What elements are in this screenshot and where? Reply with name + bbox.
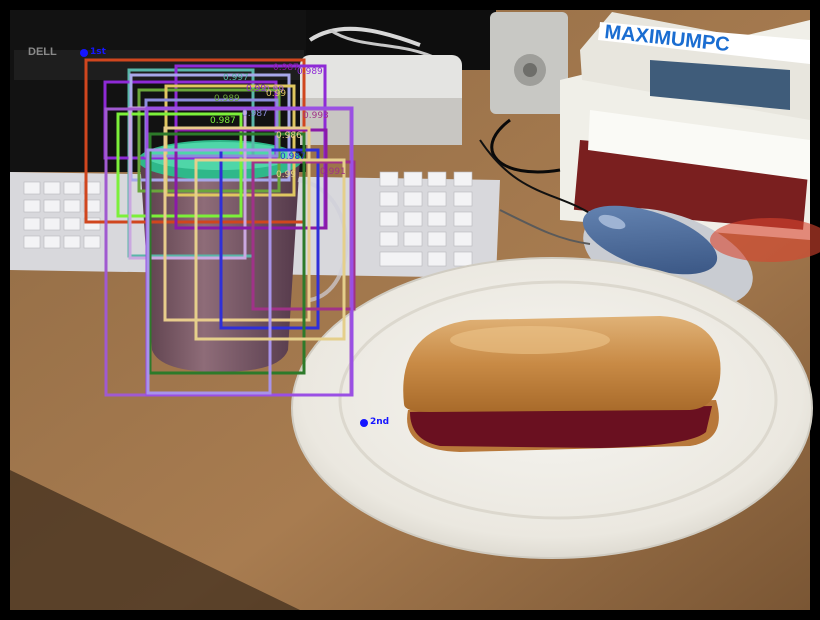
bounding-box xyxy=(146,148,272,395)
point-marker xyxy=(360,419,368,427)
score-label: 0.99 xyxy=(264,85,284,95)
bounding-box xyxy=(163,126,311,322)
score-label: 0.99 xyxy=(246,84,266,94)
point-marker xyxy=(80,49,88,57)
score-label: 0.986 xyxy=(276,131,302,141)
score-label: 0.989 xyxy=(214,94,240,104)
score-label: 0.987 xyxy=(242,109,268,119)
photo-scene: DELL MAXIMUMPC xyxy=(10,10,820,610)
sandwich xyxy=(403,316,721,452)
score-label: 0.99 xyxy=(276,170,296,180)
score-label: 0.991 xyxy=(320,167,346,177)
point-label: 1st xyxy=(90,47,107,57)
score-label: 0.989 xyxy=(297,67,323,77)
bounding-box xyxy=(137,88,281,193)
score-label: 0.987 xyxy=(280,152,306,162)
bounding-box xyxy=(148,132,306,375)
point-label: 2nd xyxy=(370,417,389,427)
score-label: 0.987 xyxy=(273,63,299,73)
monitor-logo: DELL xyxy=(28,46,57,58)
score-label: 0.993 xyxy=(303,111,329,121)
score-label: 0.99 xyxy=(266,89,286,99)
bounding-boxes xyxy=(84,58,356,397)
bounding-box xyxy=(194,158,346,341)
score-label: 0.997 xyxy=(223,73,249,83)
magazine-stack: MAXIMUMPC xyxy=(560,12,810,240)
score-labels: 0.9970.990.9890.9890.990.990.9870.9870.9… xyxy=(210,63,346,180)
bounding-box xyxy=(116,112,243,218)
point-markers: 1st 2nd xyxy=(80,47,389,427)
detection-overlay: 0.9970.990.9890.9890.990.990.9870.9870.9… xyxy=(80,47,389,427)
score-label: 0.987 xyxy=(210,116,236,126)
bounding-box xyxy=(174,128,328,230)
